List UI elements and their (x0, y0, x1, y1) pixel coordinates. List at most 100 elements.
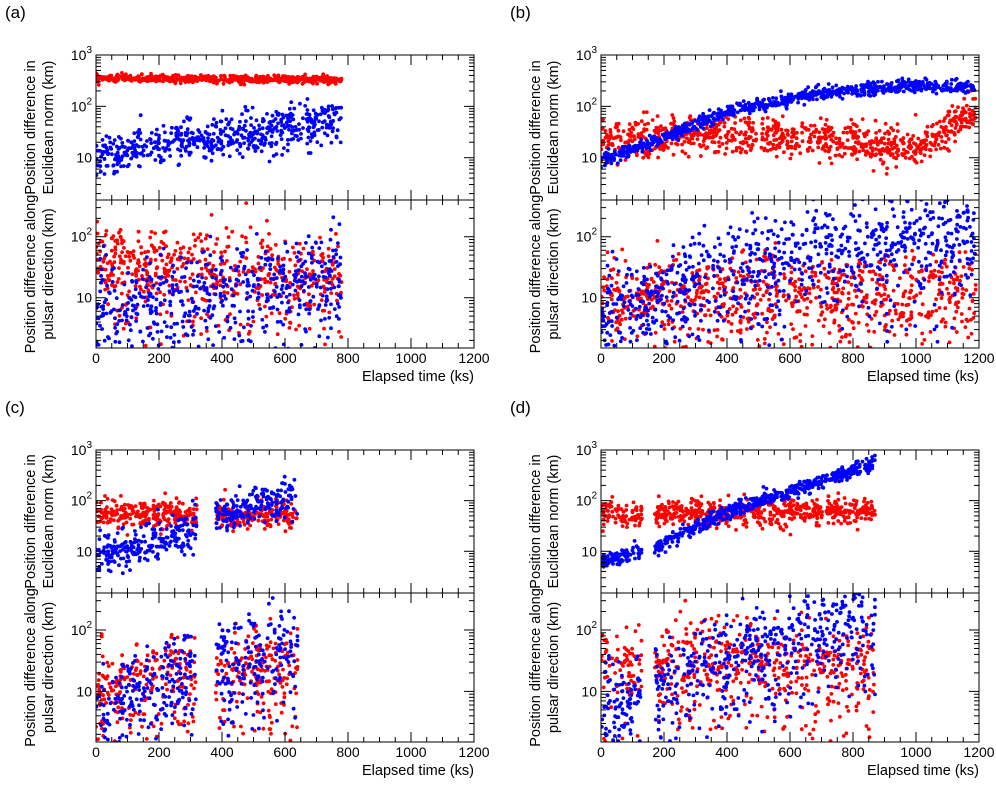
data-point-red (126, 265, 130, 270)
data-point-blue (302, 289, 306, 293)
data-point-blue (112, 138, 117, 143)
data-point-blue (944, 80, 949, 85)
data-point-blue (307, 311, 312, 316)
data-point-red (256, 286, 261, 291)
data-point-blue (726, 110, 731, 115)
data-point-blue (217, 330, 222, 334)
data-point-red (113, 80, 118, 84)
data-point-blue (283, 241, 288, 246)
y-tick-label: 10 (581, 150, 597, 166)
data-point-blue (295, 279, 299, 284)
data-point-blue (299, 274, 304, 279)
data-point-blue (148, 291, 153, 296)
data-point-blue (275, 129, 280, 133)
data-point-blue (245, 277, 250, 282)
data-point-blue (872, 84, 877, 89)
data-point-red (937, 306, 942, 310)
data-point-red (791, 133, 796, 138)
data-point-blue (245, 283, 250, 288)
data-point-blue (335, 128, 340, 133)
data-point-blue (306, 129, 311, 134)
data-point-blue (232, 132, 237, 137)
data-point-red (762, 337, 767, 341)
data-point-red (766, 308, 771, 313)
data-point-red (153, 231, 158, 236)
data-point-blue (303, 327, 307, 331)
data-point-blue (284, 113, 289, 118)
data-point-red (773, 119, 778, 124)
data-point-blue (176, 147, 180, 152)
data-point-blue (816, 92, 820, 96)
data-point-blue (113, 351, 117, 355)
data-point-red (918, 142, 923, 147)
data-point-red (885, 166, 890, 171)
data-point-red (848, 332, 852, 337)
data-point-blue (247, 142, 252, 147)
data-point-red (947, 340, 952, 345)
data-point-red (767, 141, 771, 146)
data-point-blue (323, 317, 327, 321)
data-point-blue (304, 307, 309, 312)
data-point-red (840, 154, 844, 159)
data-point-red (849, 282, 854, 287)
data-point-blue (206, 337, 211, 342)
data-point-red (234, 74, 238, 79)
data-point-red (145, 79, 150, 84)
data-point-blue (888, 86, 893, 90)
data-point-red (601, 138, 606, 143)
data-point-blue (117, 340, 122, 345)
data-point-blue (152, 321, 157, 326)
data-point-blue (118, 368, 122, 372)
data-point-blue (330, 104, 334, 108)
data-point-red (601, 142, 606, 147)
data-point-red (827, 331, 832, 335)
data-point-blue (298, 101, 302, 106)
data-point-blue (270, 113, 275, 118)
y-axis-label: Position difference along (23, 195, 39, 354)
data-point-blue (219, 147, 224, 152)
data-point-blue (761, 98, 765, 103)
data-point-red (312, 302, 317, 307)
data-point-red (774, 126, 778, 131)
data-point-red (139, 350, 143, 354)
data-point-red (939, 135, 944, 139)
data-point-red (165, 255, 170, 260)
data-point-red (893, 308, 898, 313)
data-point-blue (232, 316, 237, 321)
data-point-blue (137, 127, 142, 132)
data-point-blue (204, 377, 208, 381)
data-point-red (711, 135, 715, 140)
data-point-red (834, 141, 839, 146)
data-point-blue (755, 97, 759, 102)
data-point-red (337, 272, 341, 276)
data-point-red (851, 326, 856, 331)
data-point-blue (826, 82, 831, 86)
data-point-red (791, 327, 795, 331)
data-point-red (204, 265, 208, 270)
data-point-red (812, 123, 817, 128)
data-point-blue (111, 141, 116, 146)
data-point-red (303, 72, 307, 77)
data-point-blue (825, 88, 830, 93)
data-point-red (685, 136, 689, 141)
data-point-blue (210, 137, 214, 142)
data-point-red (869, 154, 873, 159)
data-point-blue (328, 273, 332, 278)
data-point-blue (327, 315, 332, 320)
data-point-red (275, 332, 280, 337)
data-point-blue (144, 285, 149, 290)
data-point-blue (609, 161, 614, 166)
data-point-red (874, 309, 879, 314)
data-point-red (829, 125, 834, 130)
data-point-red (793, 146, 798, 151)
data-point-red (872, 329, 877, 334)
data-point-red (96, 219, 99, 224)
data-point-red (193, 238, 198, 243)
data-point-red (320, 74, 325, 79)
data-point-red (680, 149, 685, 154)
data-point-blue (287, 292, 292, 297)
data-point-red (327, 310, 332, 315)
data-point-blue (209, 158, 214, 163)
data-point-red (886, 137, 891, 142)
data-point-red (724, 141, 729, 145)
